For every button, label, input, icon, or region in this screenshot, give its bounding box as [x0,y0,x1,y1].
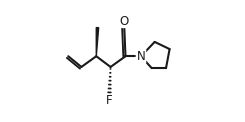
Text: F: F [106,94,113,107]
Text: O: O [120,15,129,28]
Polygon shape [96,28,99,56]
Text: N: N [137,50,145,63]
